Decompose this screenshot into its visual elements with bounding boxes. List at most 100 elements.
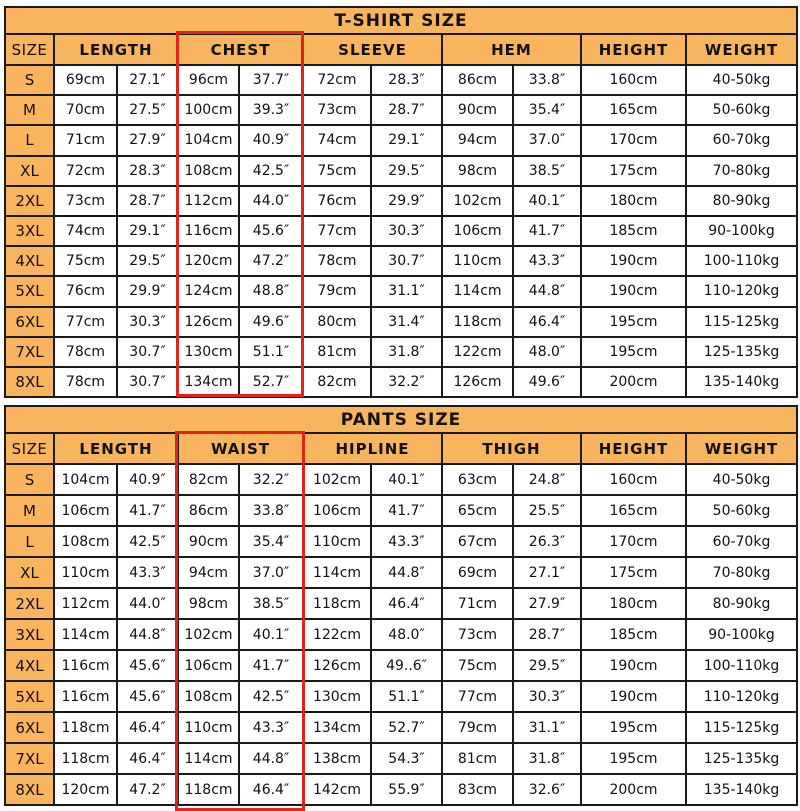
value-cell: 180cm	[580, 184, 687, 217]
value-cell: 125-135kg	[684, 335, 799, 368]
value-cell: 30.3″	[370, 214, 443, 248]
size-cell: 7XL	[4, 335, 55, 368]
value-cell: 190cm	[580, 680, 687, 713]
size-cell: L	[4, 124, 55, 157]
value-cell: 75cm	[53, 245, 118, 278]
value-cell: 118cm	[441, 305, 514, 338]
value-cell: 83cm	[441, 773, 514, 806]
value-cell: 74cm	[53, 214, 118, 248]
size-cell: XL	[4, 154, 55, 187]
value-cell: 134cm	[177, 365, 240, 399]
value-cell: 80-90kg	[684, 184, 799, 217]
table-row: 6XL 77cm 30.3″ 126cm 49.6″ 80cm 31.4″ 118cm 46.4…	[4, 305, 799, 338]
value-cell: 110cm	[177, 711, 240, 744]
size-cell: 6XL	[4, 711, 55, 744]
value-cell: 108cm	[177, 680, 240, 713]
column-header-length: LENGTH	[53, 432, 179, 465]
value-cell: 80-90kg	[684, 587, 799, 620]
value-cell: 37.0″	[512, 124, 582, 157]
value-cell: 165cm	[580, 494, 687, 527]
value-cell: 79cm	[441, 711, 514, 744]
value-cell: 76cm	[302, 184, 372, 217]
table-row: 5XL 76cm 29.9″ 124cm 48.8″ 79cm 31.1″ 114cm 44.8…	[4, 275, 799, 308]
pants-size-chart: PANTS SIZE SIZE LENGTH WAIST HIPLINE THIGH HEI…	[3, 405, 799, 806]
column-header-size: SIZE	[4, 33, 55, 66]
size-cell: S	[4, 463, 55, 496]
value-cell: 60-70kg	[684, 124, 799, 157]
column-header-weight: WEIGHT	[684, 432, 799, 465]
value-cell: 40.1″	[238, 618, 304, 651]
tshirt-size-chart: T-SHIRT SIZE SIZE LENGTH CHEST SLEEVE HEM HEIG…	[3, 6, 799, 399]
value-cell: 180cm	[580, 587, 687, 620]
value-cell: 195cm	[580, 305, 687, 338]
value-cell: 106cm	[53, 494, 118, 527]
size-cell: 8XL	[4, 773, 55, 806]
value-cell: 125-135kg	[684, 742, 799, 775]
value-cell: 49.6″	[238, 305, 304, 338]
value-cell: 31.1″	[370, 275, 443, 308]
value-cell: 100cm	[177, 94, 240, 127]
table-row: 4XL 116cm 45.6″ 106cm 41.7″ 126cm 49..6″ 75cm 29…	[4, 649, 799, 682]
table-header-row: SIZE LENGTH WAIST HIPLINE THIGH HEIGHT WEIGHT	[4, 432, 799, 465]
value-cell: 104cm	[53, 463, 118, 496]
column-header-chest: CHEST	[177, 33, 304, 66]
value-cell: 190cm	[580, 245, 687, 278]
value-cell: 77cm	[441, 680, 514, 713]
value-cell: 77cm	[302, 214, 372, 248]
value-cell: 106cm	[441, 214, 514, 248]
value-cell: 40.9″	[116, 463, 179, 496]
value-cell: 29.1″	[116, 214, 179, 248]
value-cell: 45.6″	[116, 680, 179, 713]
value-cell: 135-140kg	[684, 365, 799, 399]
table-row: 7XL 78cm 30.7″ 130cm 51.1″ 81cm 31.8″ 122cm 48.0…	[4, 335, 799, 368]
value-cell: 112cm	[177, 184, 240, 217]
size-cell: 5XL	[4, 680, 55, 713]
size-cell: 5XL	[4, 275, 55, 308]
value-cell: 170cm	[580, 525, 687, 558]
value-cell: 27.9″	[512, 587, 582, 620]
table-title: PANTS SIZE	[3, 405, 799, 434]
value-cell: 48.0″	[370, 618, 443, 651]
size-cell: 2XL	[4, 184, 55, 217]
value-cell: 67cm	[441, 525, 514, 558]
value-cell: 32.2″	[370, 365, 443, 399]
value-cell: 102cm	[177, 618, 240, 651]
value-cell: 42.5″	[238, 154, 304, 187]
value-cell: 51.1″	[370, 680, 443, 713]
value-cell: 46.4″	[116, 742, 179, 775]
table-title-row: PANTS SIZE	[3, 405, 799, 434]
value-cell: 190cm	[580, 275, 687, 308]
value-cell: 43.3″	[238, 711, 304, 744]
table-row: 3XL 74cm 29.1″ 116cm 45.6″ 77cm 30.3″ 106cm 41.7…	[4, 214, 799, 248]
table-row: 3XL 114cm 44.8″ 102cm 40.1″ 122cm 48.0″ 73cm 28.…	[4, 618, 799, 651]
value-cell: 27.1″	[512, 556, 582, 589]
table-row: S 69cm 27.1″ 96cm 37.7″ 72cm 28.3″ 86cm 33.8″ 160…	[4, 63, 799, 97]
value-cell: 29.9″	[116, 275, 179, 308]
value-cell: 73cm	[441, 618, 514, 651]
value-cell: 78cm	[53, 335, 118, 368]
value-cell: 134cm	[302, 711, 372, 744]
value-cell: 50-60kg	[684, 494, 799, 527]
value-cell: 63cm	[441, 463, 514, 496]
value-cell: 77cm	[53, 305, 118, 338]
value-cell: 108cm	[177, 154, 240, 187]
table-row: 5XL 116cm 45.6″ 108cm 42.5″ 130cm 51.1″ 77cm 30.…	[4, 680, 799, 713]
value-cell: 52.7″	[238, 365, 304, 399]
value-cell: 35.4″	[512, 94, 582, 127]
value-cell: 48.8″	[238, 275, 304, 308]
value-cell: 124cm	[177, 275, 240, 308]
value-cell: 30.7″	[116, 365, 179, 399]
value-cell: 37.7″	[238, 63, 304, 97]
value-cell: 94cm	[177, 556, 240, 589]
value-cell: 72cm	[302, 63, 372, 97]
value-cell: 116cm	[177, 214, 240, 248]
value-cell: 72cm	[53, 154, 118, 187]
value-cell: 49.6″	[512, 365, 582, 399]
value-cell: 82cm	[177, 463, 240, 496]
value-cell: 28.7″	[370, 94, 443, 127]
value-cell: 160cm	[580, 63, 687, 97]
value-cell: 28.3″	[370, 63, 443, 97]
value-cell: 43.3″	[116, 556, 179, 589]
value-cell: 29.5″	[116, 245, 179, 278]
value-cell: 115-125kg	[684, 305, 799, 338]
